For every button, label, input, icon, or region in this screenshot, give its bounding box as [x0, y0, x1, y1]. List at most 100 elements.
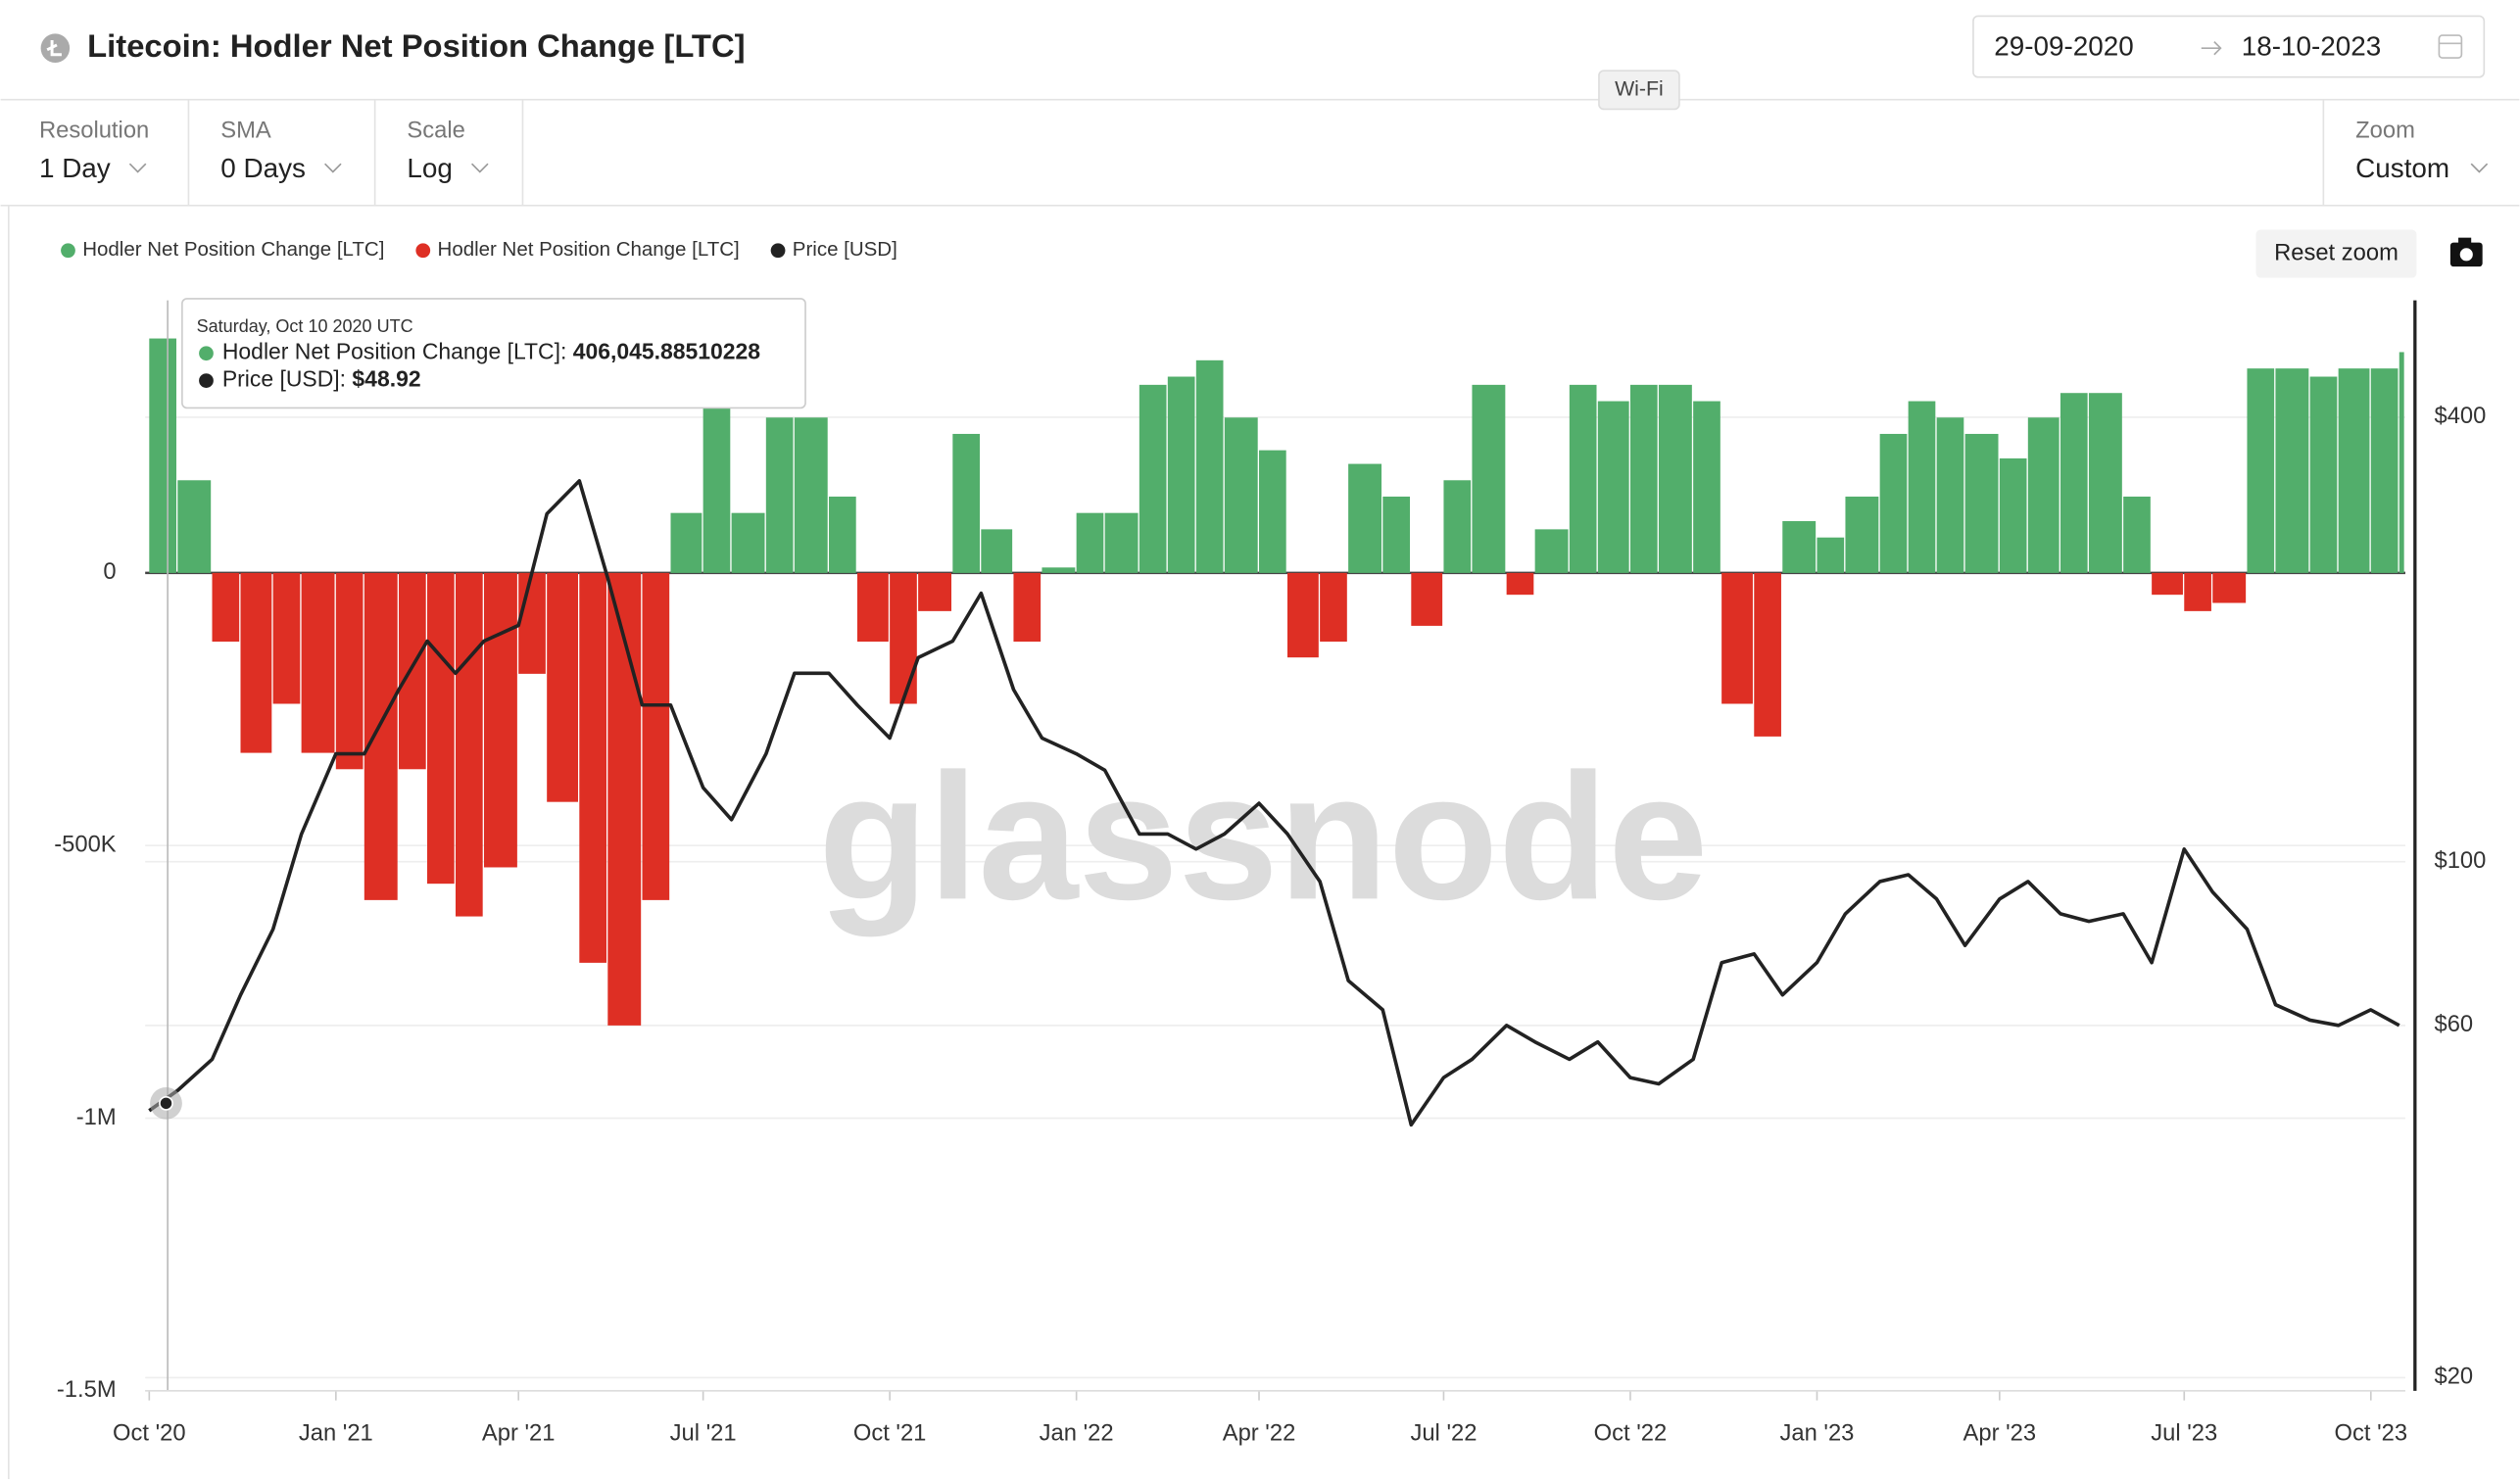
coin-glyph	[46, 39, 62, 57]
zoom-value[interactable]: Custom	[2355, 153, 2449, 183]
bar	[1320, 572, 1347, 643]
bar	[1443, 480, 1472, 573]
bar	[1597, 401, 1629, 573]
bar	[1195, 359, 1224, 573]
bar	[731, 512, 765, 573]
bar	[1908, 401, 1936, 573]
bar	[2184, 572, 2211, 611]
bar	[642, 572, 670, 900]
date-to[interactable]: 18-10-2023	[2242, 31, 2382, 62]
bar	[399, 572, 426, 770]
bar	[1845, 496, 1879, 573]
system-tooltip-box	[1598, 70, 1680, 111]
bar	[952, 433, 981, 573]
bar	[1042, 567, 1076, 573]
bar	[177, 480, 212, 573]
bar	[670, 512, 703, 573]
tooltip-item-value: $48.92	[352, 366, 420, 392]
y-tick-label: 0	[103, 558, 116, 585]
legend-label[interactable]: Hodler Net Position Change [LTC]	[438, 238, 740, 261]
tooltip-item-value: 406,045.88510228	[573, 339, 761, 364]
y2-tick-label: $20	[2434, 1364, 2473, 1390]
bar	[335, 572, 363, 770]
chevron	[470, 163, 489, 173]
x-tick-label: Jan '22	[1040, 1419, 1114, 1446]
y2-tick-label: $100	[2434, 847, 2486, 874]
control-label: Resolution	[39, 118, 149, 144]
bar	[1139, 384, 1167, 573]
x-tick-label: Jul '22	[1410, 1419, 1477, 1446]
bar	[2088, 393, 2122, 573]
bar	[1658, 384, 1692, 573]
reset-zoom-button[interactable]	[2255, 229, 2417, 278]
bar	[607, 572, 642, 1026]
bar	[1472, 384, 1506, 573]
bar	[2123, 496, 2151, 573]
y2-tick-label: $400	[2434, 403, 2486, 429]
control-label: Scale	[407, 118, 464, 144]
bar	[918, 572, 952, 611]
bar	[212, 572, 240, 643]
calendar-icon[interactable]	[2438, 34, 2463, 59]
bar	[1259, 450, 1286, 573]
bar	[2370, 368, 2399, 573]
system-tooltip: Wi-Fi	[1615, 76, 1664, 100]
camera-lens	[2459, 248, 2473, 262]
control-value[interactable]: Log	[407, 153, 452, 183]
legend-marker	[770, 243, 786, 259]
bar	[1013, 572, 1042, 643]
bar	[1382, 496, 1411, 573]
bar	[1999, 458, 2027, 573]
camera-icon-top	[2458, 237, 2472, 245]
bar	[1076, 512, 1104, 573]
x-tick-label: Oct '22	[1594, 1419, 1668, 1446]
bar	[1287, 572, 1319, 658]
reset-zoom-label[interactable]: Reset zoom	[2274, 239, 2399, 265]
bar	[1506, 572, 1534, 596]
tooltip-marker	[199, 373, 214, 388]
y-tick-label: -1.5M	[57, 1376, 117, 1403]
legend-label[interactable]: Hodler Net Position Change [LTC]	[82, 238, 384, 261]
x-tick-label: Apr '22	[1223, 1419, 1296, 1446]
control-value[interactable]: 0 Days	[220, 153, 306, 183]
date-range[interactable]	[1972, 15, 2486, 78]
watermark: glassnode	[818, 736, 1708, 936]
controls: Resolution 1 Day SMA 0 Days Scale Log	[39, 99, 524, 206]
bar	[2399, 352, 2404, 573]
bar	[981, 529, 1013, 573]
lines	[148, 479, 2400, 1127]
y2-tick-label: $60	[2434, 1011, 2473, 1037]
x-tick-label: Oct '23	[2335, 1419, 2408, 1446]
bar	[2027, 417, 2060, 573]
control-value[interactable]: 1 Day	[39, 153, 111, 183]
chevron	[2470, 163, 2489, 173]
bar	[1693, 401, 1720, 573]
bar	[1224, 417, 1258, 573]
bar	[2247, 368, 2275, 573]
legend-label[interactable]: Price [USD]	[793, 238, 897, 261]
page-title: Litecoin: Hodler Net Position Change [LT…	[87, 27, 745, 64]
bar	[1964, 433, 1999, 573]
bar	[1629, 384, 1658, 573]
x-tick-label: Jul '21	[670, 1419, 737, 1446]
bar	[272, 572, 301, 704]
tooltip-item: Price [USD]: $48.92	[222, 366, 421, 392]
bar	[363, 572, 398, 900]
bar	[1569, 384, 1597, 573]
x-tick-label: Oct '21	[853, 1419, 927, 1446]
bar	[518, 572, 546, 674]
tooltip-item: Hodler Net Position Change [LTC]: 406,04…	[222, 339, 760, 364]
bar	[1411, 572, 1443, 626]
bar	[703, 401, 731, 573]
bar	[1782, 521, 1817, 573]
bar	[427, 572, 455, 885]
bar	[149, 338, 176, 573]
bar	[1348, 463, 1382, 573]
bar	[1817, 537, 1845, 573]
bar	[547, 572, 578, 802]
legend: Hodler Net Position Change [LTC] Hodler N…	[61, 238, 897, 261]
bar	[829, 496, 856, 573]
date-from[interactable]: 29-09-2020	[1994, 31, 2134, 62]
